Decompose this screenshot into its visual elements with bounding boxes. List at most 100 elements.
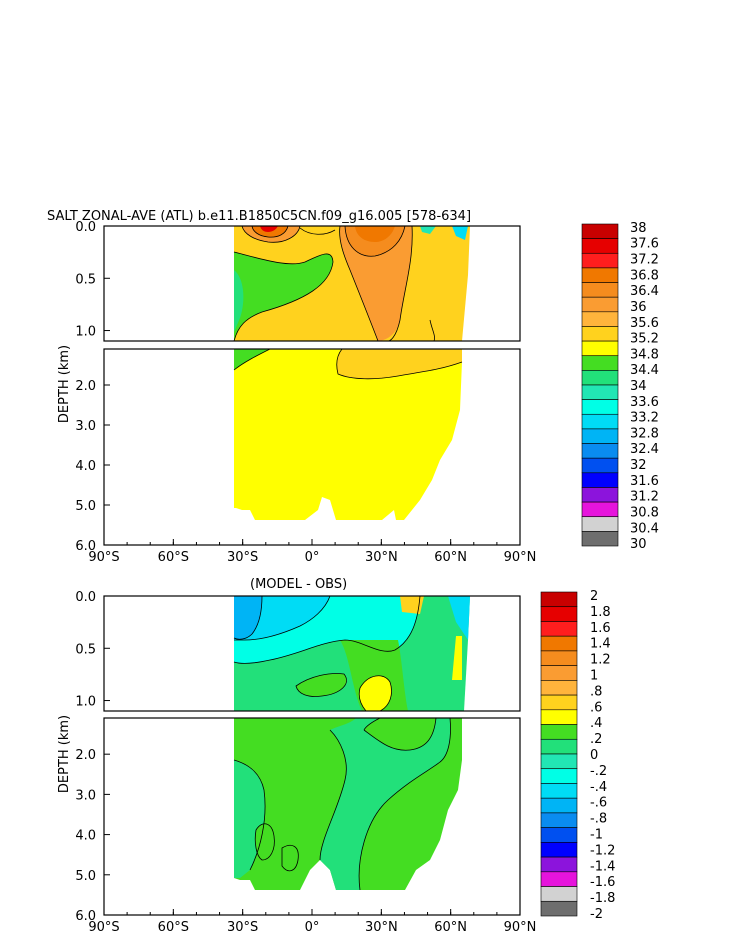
x-tick-label: 0° bbox=[305, 550, 320, 565]
diff-region-med-outflow2 bbox=[400, 596, 424, 614]
colorbar-label: 0 bbox=[590, 748, 598, 763]
y-tick-label: 6.0 bbox=[75, 539, 96, 554]
diff-upper-field bbox=[104, 596, 520, 711]
salt-x-ticks: 90°S 60°S 30°S 0° 30°N 60°N 90°N bbox=[88, 539, 536, 565]
salt-region-34-8 bbox=[234, 252, 333, 341]
colorbar-label: 31.6 bbox=[630, 474, 659, 489]
y-tick-label: 0.0 bbox=[75, 220, 96, 235]
colorbar-label: 31.2 bbox=[630, 490, 659, 505]
y-tick-label: 2.0 bbox=[75, 748, 96, 763]
colorbar-label: 36.4 bbox=[630, 284, 659, 299]
colorbar-swatch bbox=[540, 606, 578, 622]
colorbar-label: 1 bbox=[590, 668, 598, 683]
salt-region-36 bbox=[339, 226, 413, 341]
colorbar-label: -.8 bbox=[590, 812, 607, 827]
colorbar-swatch bbox=[540, 871, 578, 887]
x-tick-label: 30°S bbox=[227, 550, 258, 565]
x-tick-label: 60°N bbox=[434, 550, 467, 565]
colorbar-swatch bbox=[540, 680, 578, 696]
x-tick-label: 60°N bbox=[434, 920, 467, 935]
colorbar-label: 30.4 bbox=[630, 521, 659, 536]
colorbar-label: 32.8 bbox=[630, 426, 659, 441]
colorbar-label: 30.8 bbox=[630, 505, 659, 520]
colorbar-label: 38 bbox=[630, 221, 647, 236]
y-tick-label: 2.0 bbox=[75, 379, 96, 394]
colorbar-swatch bbox=[540, 768, 578, 784]
colorbar-label: .6 bbox=[590, 700, 602, 715]
colorbar-swatch bbox=[540, 886, 578, 902]
diff-x-ticks: 90°S 60°S 30°S 0° 30°N 60°N 90°N bbox=[88, 909, 536, 935]
colorbar-swatch bbox=[581, 516, 619, 532]
colorbar-swatch bbox=[540, 709, 578, 725]
colorbar-swatch bbox=[581, 443, 619, 459]
diff-deep-region-0-2-c bbox=[255, 823, 275, 860]
y-tick-label: 0.0 bbox=[75, 590, 96, 605]
colorbar-swatch bbox=[581, 487, 619, 503]
salt-deep-region-35-2 bbox=[336, 349, 462, 379]
salt-region-36-8 bbox=[355, 226, 395, 242]
colorbar-swatch bbox=[581, 296, 619, 313]
diff-region-arctic-yellow bbox=[452, 636, 462, 680]
colorbar-swatch bbox=[581, 223, 619, 239]
colorbar-swatch bbox=[540, 738, 578, 755]
colorbar-label: 34 bbox=[630, 379, 647, 394]
salt-lower-field bbox=[104, 349, 520, 545]
diff-lower-field bbox=[104, 718, 520, 915]
colorbar-label: .8 bbox=[590, 684, 602, 699]
colorbar-swatch bbox=[581, 326, 619, 342]
colorbar-swatch bbox=[581, 311, 619, 327]
colorbar-label: 1.2 bbox=[590, 653, 611, 668]
salt-region-arctic-fresh bbox=[420, 226, 436, 234]
colorbar-label: 34.4 bbox=[630, 363, 659, 378]
x-tick-label: 90°N bbox=[504, 550, 537, 565]
salt-y-ticks: 0.0 0.5 1.0 2.0 3.0 4.0 5.0 6.0 bbox=[75, 220, 110, 554]
colorbar-swatch bbox=[540, 753, 578, 770]
y-tick-label: 4.0 bbox=[75, 459, 96, 474]
y-tick-label: 0.5 bbox=[75, 642, 96, 657]
colorbar-label: 30 bbox=[630, 537, 647, 552]
salt-deep-region-35 bbox=[234, 349, 462, 520]
colorbar-swatch bbox=[540, 621, 578, 637]
y-tick-label: 6.0 bbox=[75, 909, 96, 924]
colorbar-swatch bbox=[581, 384, 619, 400]
colorbar-swatch bbox=[540, 856, 578, 873]
salt-region-peak bbox=[260, 226, 278, 232]
colorbar-label: 2 bbox=[590, 589, 598, 604]
y-tick-label: 0.5 bbox=[75, 272, 96, 287]
colorbar-swatch bbox=[540, 635, 578, 652]
diff-y-ticks: 0.0 0.5 1.0 2.0 3.0 4.0 5.0 6.0 bbox=[75, 590, 110, 924]
colorbar-swatch bbox=[581, 282, 619, 298]
colorbar-label: 36.8 bbox=[630, 268, 659, 283]
colorbar-swatch bbox=[581, 238, 619, 254]
colorbar-label: .4 bbox=[590, 716, 602, 731]
colorbar-swatch bbox=[581, 370, 619, 386]
diff-upper-frame bbox=[103, 595, 521, 712]
colorbar-label: 33.2 bbox=[630, 411, 659, 426]
diff-region-pos-0-6 bbox=[359, 675, 392, 711]
y-tick-label: 5.0 bbox=[75, 499, 96, 514]
colorbar-label: 35.2 bbox=[630, 332, 659, 347]
diff-deep-region-0-2-d bbox=[282, 845, 299, 871]
diff-ylabel: DEPTH (km) bbox=[57, 715, 72, 793]
colorbar-swatch bbox=[581, 472, 619, 488]
colorbar-swatch bbox=[581, 340, 619, 357]
colorbar-swatch bbox=[540, 827, 578, 843]
colorbar-swatch bbox=[540, 665, 578, 681]
colorbar-label: 33.6 bbox=[630, 395, 659, 410]
colorbar-swatch bbox=[540, 842, 578, 858]
colorbar-label: 37.6 bbox=[630, 237, 659, 252]
colorbar-swatch bbox=[540, 724, 578, 740]
colorbar-label: 1.8 bbox=[590, 605, 611, 620]
salt-upper-frame bbox=[103, 225, 521, 342]
y-tick-label: 5.0 bbox=[75, 869, 96, 884]
x-tick-label: 60°S bbox=[158, 550, 189, 565]
colorbar-swatch bbox=[540, 812, 578, 828]
colorbar-label: -2 bbox=[590, 907, 603, 922]
colorbar-swatch bbox=[581, 457, 619, 474]
x-tick-label: 30°S bbox=[227, 920, 258, 935]
x-tick-label: 90°N bbox=[504, 920, 537, 935]
salt-deep-region-34-8 bbox=[234, 349, 270, 370]
colorbar-swatch bbox=[540, 783, 578, 799]
colorbar-label: 1.4 bbox=[590, 637, 611, 652]
colorbar-label: 34.8 bbox=[630, 347, 659, 362]
